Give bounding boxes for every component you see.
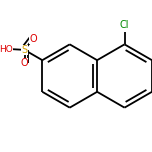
Text: S: S [21,45,28,55]
Text: O: O [29,33,37,43]
Text: HO: HO [0,45,13,54]
Text: O: O [21,58,28,68]
Text: Cl: Cl [120,20,129,30]
